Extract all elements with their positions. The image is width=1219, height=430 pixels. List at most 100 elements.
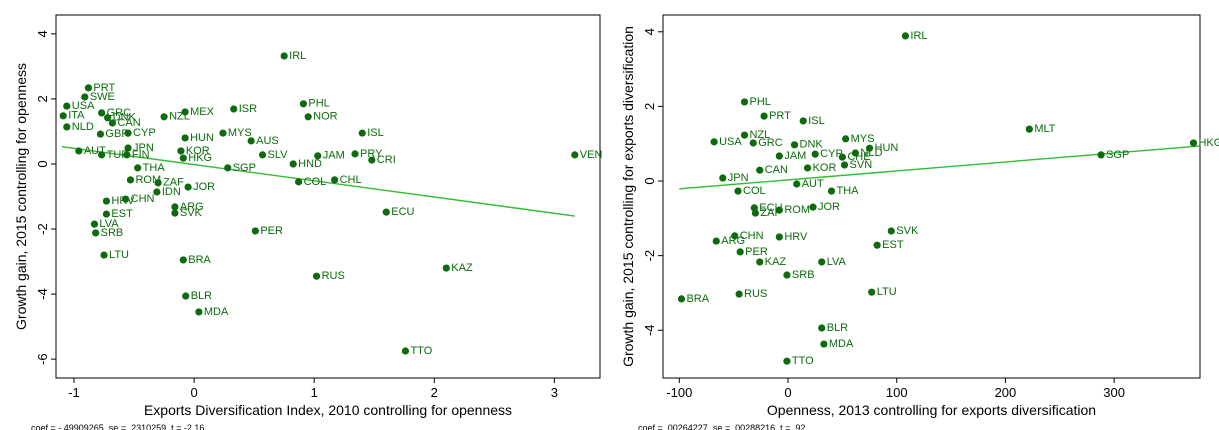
point-label: SGP xyxy=(1106,149,1129,161)
point-label: TTO xyxy=(792,355,814,367)
point-label: EST xyxy=(882,239,904,251)
point xyxy=(760,112,768,120)
point xyxy=(818,324,826,332)
point xyxy=(734,187,742,195)
x-tick-label: 3 xyxy=(551,385,558,400)
point-label: GRC xyxy=(107,107,131,119)
point xyxy=(1025,125,1033,133)
point xyxy=(108,119,117,127)
y-tick-label: -4 xyxy=(642,324,657,336)
point-label: KAZ xyxy=(765,256,787,268)
point-label: SWE xyxy=(90,91,115,103)
point-label: HRV xyxy=(784,231,808,243)
point-label: MLT xyxy=(1034,123,1055,135)
point-label: JAM xyxy=(784,150,806,162)
point xyxy=(289,160,297,168)
point-label: JPN xyxy=(728,172,749,184)
point xyxy=(756,258,764,266)
point-label: MYS xyxy=(851,133,875,145)
point-label: ISL xyxy=(808,115,825,127)
point xyxy=(182,292,190,300)
point xyxy=(304,113,312,121)
point-label: LVA xyxy=(99,218,119,230)
point xyxy=(811,150,819,158)
point-label: THA xyxy=(143,162,166,174)
point-label: KOR xyxy=(813,162,837,174)
x-axis-label: Exports Diversification Index, 2010 cont… xyxy=(144,402,512,418)
point-label: GBR xyxy=(105,128,129,140)
point xyxy=(756,166,764,174)
point-label: ARG xyxy=(721,235,745,247)
point xyxy=(401,347,410,355)
point xyxy=(153,188,161,196)
point-label: USA xyxy=(72,100,95,112)
point-label: COL xyxy=(304,176,327,188)
point xyxy=(851,149,860,157)
point-label: PER xyxy=(745,246,768,258)
y-axis-label: Growth gain, 2015 controlling for export… xyxy=(620,26,636,367)
point xyxy=(219,129,227,137)
point-label: SVN xyxy=(850,159,873,171)
point-label: CAN xyxy=(117,117,140,129)
point xyxy=(775,206,783,214)
plot-frame xyxy=(55,14,601,379)
point xyxy=(184,183,192,191)
point-label: HUN xyxy=(875,142,899,154)
point-label: LTU xyxy=(877,286,897,298)
point-label: MEX xyxy=(190,106,215,118)
point xyxy=(124,129,132,137)
point xyxy=(712,237,720,245)
point xyxy=(98,151,106,159)
point-label: LVA xyxy=(827,256,847,268)
y-tick-label: -2 xyxy=(35,223,50,235)
point-label: BLR xyxy=(827,322,848,334)
point xyxy=(179,256,187,264)
point-label: ISR xyxy=(239,103,257,115)
point-label: ZAF xyxy=(163,177,184,189)
point-label: ECU xyxy=(391,206,414,218)
point xyxy=(820,340,828,348)
point xyxy=(294,178,303,186)
y-tick-label: 4 xyxy=(642,28,657,35)
point-label: KAZ xyxy=(451,262,473,274)
y-axis-label: Growth gain, 2015 controlling for openne… xyxy=(13,63,29,330)
point xyxy=(124,144,132,152)
point xyxy=(783,357,791,365)
point xyxy=(75,147,83,155)
point xyxy=(179,154,187,162)
point xyxy=(160,113,168,121)
point xyxy=(740,98,749,106)
point-label: BRA xyxy=(686,293,709,305)
point-label: CHN xyxy=(131,193,155,205)
point-label: BRA xyxy=(188,254,211,266)
point xyxy=(1097,151,1105,159)
point xyxy=(195,308,203,316)
point-label: BLR xyxy=(191,290,212,302)
point xyxy=(100,251,108,259)
point-label: SVK xyxy=(180,207,203,219)
x-tick-label: 0 xyxy=(784,385,791,400)
point xyxy=(901,32,910,40)
y-tick-label: 4 xyxy=(35,30,50,37)
point-label: HKG xyxy=(188,152,212,164)
fit-line xyxy=(61,146,575,217)
point xyxy=(84,84,93,92)
x-tick-label: 200 xyxy=(995,385,1017,400)
point xyxy=(299,100,307,108)
point xyxy=(1189,139,1198,147)
point-label: EST xyxy=(111,208,133,220)
point xyxy=(809,203,817,211)
x-tick-label: -100 xyxy=(666,385,692,400)
point-label: PHL xyxy=(750,96,771,108)
point xyxy=(251,227,259,235)
point-label: PRT xyxy=(93,82,115,94)
point-label: DNK xyxy=(113,112,137,124)
point-label: PHL xyxy=(308,98,329,110)
point xyxy=(358,129,366,137)
point-label: TTO xyxy=(410,345,432,357)
point xyxy=(842,135,850,143)
point xyxy=(838,153,846,161)
point xyxy=(96,130,105,138)
point xyxy=(571,151,579,159)
point-label: DNK xyxy=(800,139,824,151)
